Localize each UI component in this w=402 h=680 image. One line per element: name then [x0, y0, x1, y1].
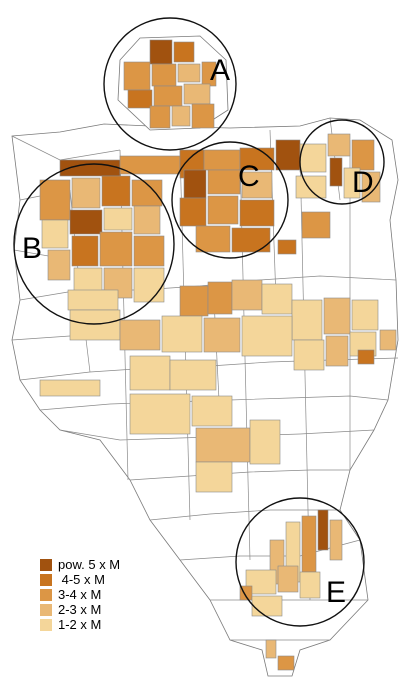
zone-c-ring — [171, 141, 289, 259]
map-legend: pow. 5 x M 4-5 x M 3-4 x M 2-3 x M 1-2 x… — [40, 558, 180, 633]
legend-swatch — [40, 573, 52, 586]
zone-labels: A B C D E — [22, 54, 374, 609]
legend-item: 1-2 x M — [40, 618, 180, 631]
zone-a-label: A — [210, 54, 230, 87]
legend-swatch — [40, 558, 52, 571]
zone-rings — [13, 17, 385, 627]
zone-d-ring — [299, 119, 385, 205]
legend-label: pow. 5 x M — [58, 557, 121, 572]
legend-item: 3-4 x M — [40, 588, 180, 601]
zone-d-label: D — [352, 166, 374, 199]
legend-swatch — [40, 588, 52, 601]
legend-label: 4-5 x M — [58, 572, 105, 587]
legend-label: 3-4 x M — [58, 587, 102, 602]
legend-item: 2-3 x M — [40, 603, 180, 616]
zone-e-label: E — [326, 576, 346, 609]
legend-label: 1-2 x M — [58, 617, 102, 632]
zone-a-ring — [103, 17, 237, 151]
zone-b-label: B — [22, 232, 42, 265]
legend-swatch — [40, 603, 52, 616]
legend-swatch — [40, 618, 52, 631]
zone-b-ring — [13, 163, 175, 325]
legend-label: 2-3 x M — [58, 602, 102, 617]
legend-item: pow. 5 x M — [40, 558, 180, 571]
shaded-blocks — [39, 39, 397, 671]
zone-c-label: C — [238, 160, 260, 193]
zone-e-ring — [235, 497, 365, 627]
legend-item: 4-5 x M — [40, 573, 180, 586]
